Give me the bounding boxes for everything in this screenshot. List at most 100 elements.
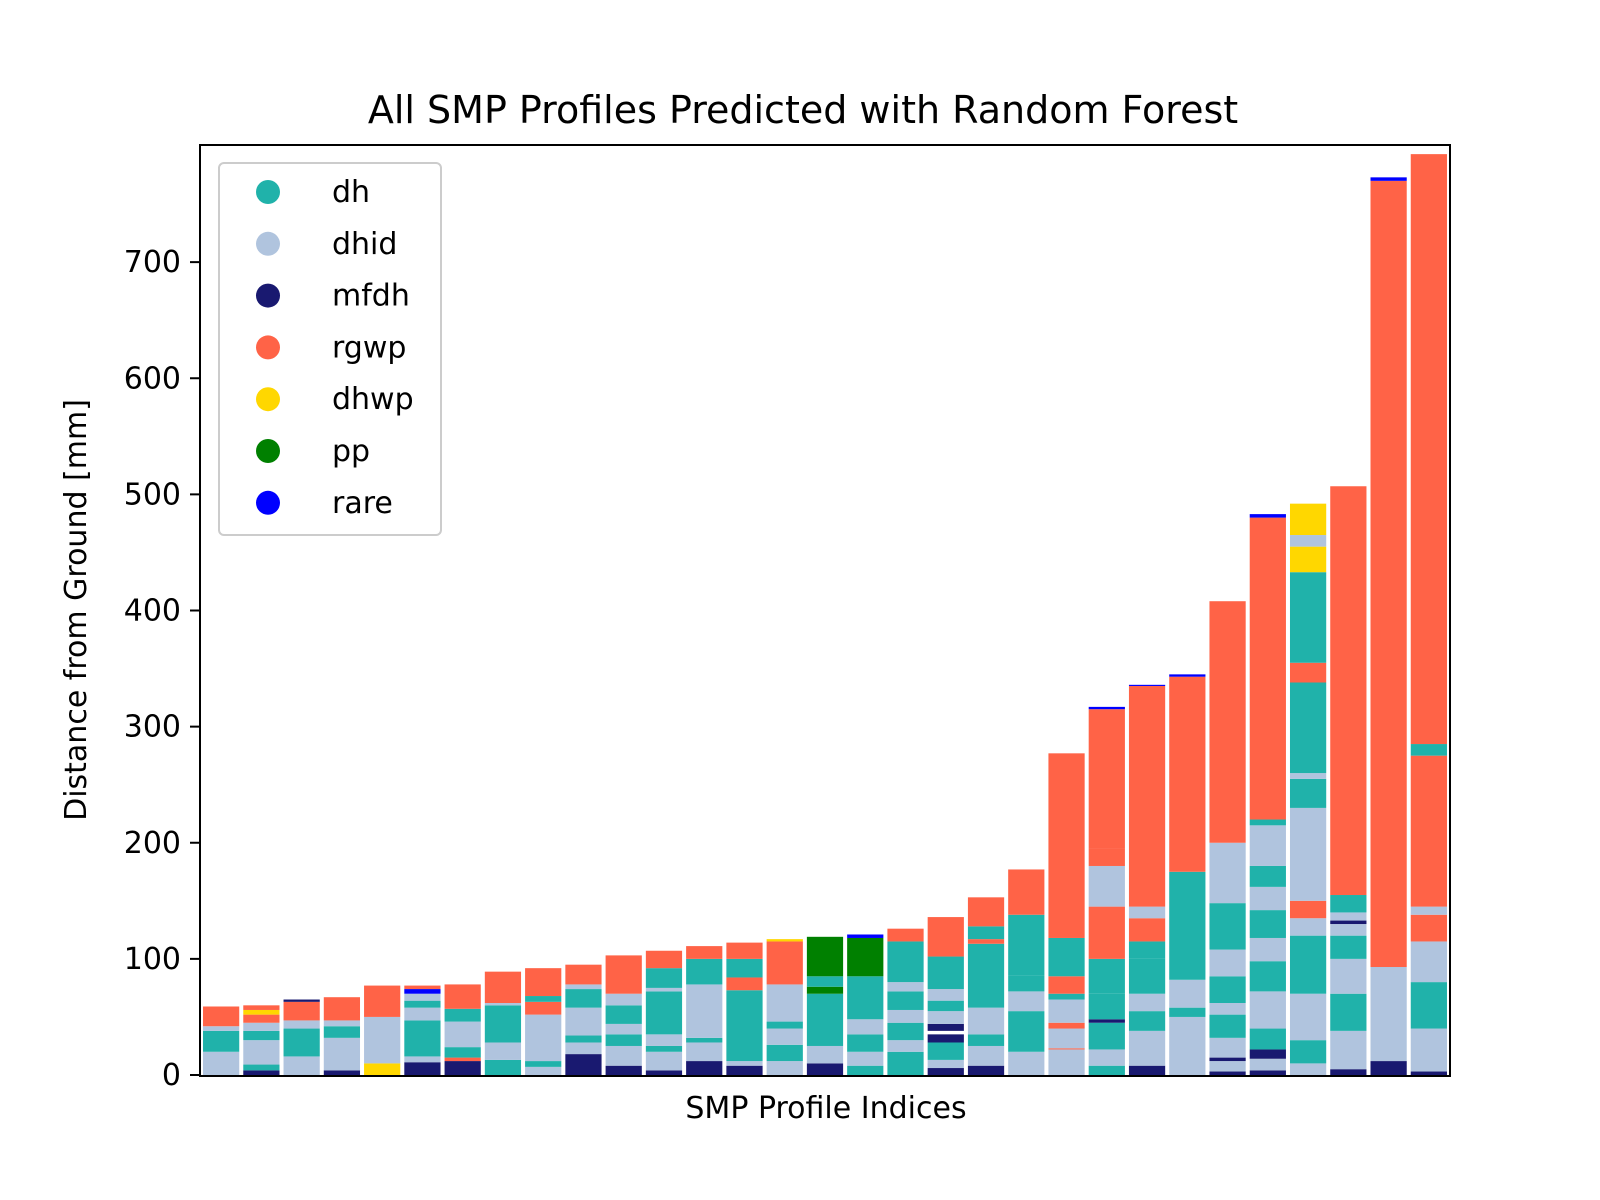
bar-segment-rgwp (525, 1001, 562, 1015)
bar-segment-dh (1088, 993, 1125, 1020)
bar-segment-dh (1249, 910, 1286, 938)
bar-segment-dh (967, 943, 1005, 1008)
bar-segment-dhid (766, 984, 803, 1022)
y-tick-label: 500 (124, 477, 181, 512)
bar-segment-dhid (1088, 865, 1125, 907)
bar-segment-dh (444, 1047, 481, 1058)
bar-segment-rgwp (243, 1005, 280, 1010)
bar-segment-dhid (1249, 937, 1286, 962)
bar-segment-dh (1008, 1011, 1045, 1052)
bar-segment-dhid (1289, 807, 1327, 901)
bar-segment-dhwp (1289, 503, 1327, 536)
bar-segment-dhid (1330, 958, 1367, 994)
bar-segment-dhid (686, 984, 723, 1038)
bar-segment-rgwp (1128, 685, 1166, 907)
bar-segment-rare (404, 989, 441, 994)
bar-segment-rare (1249, 514, 1286, 518)
bar-segment-mfdh (565, 1054, 602, 1075)
bar-segment-dh (283, 1028, 320, 1057)
bar-segment-dhid (605, 1045, 642, 1066)
bar-segment-mfdh (1249, 1070, 1286, 1075)
bar-segment-dh (726, 990, 763, 1062)
bar-segment-rgwp (323, 997, 361, 1021)
profile-bar (364, 985, 401, 1075)
bar-segment-dh (927, 1000, 964, 1012)
legend-marker-rgwp (256, 335, 280, 360)
bar-segment-dhid (203, 1026, 240, 1031)
profile-bar (967, 897, 1005, 1075)
bar-segment-dhid (726, 1061, 763, 1066)
bar-segment-rgwp (686, 946, 723, 959)
bar-segment-dhid (1330, 912, 1367, 921)
bar-segment-dhid (565, 1042, 602, 1055)
bar-segment-dhid (887, 1040, 924, 1052)
bar-segment-dhid (323, 1037, 361, 1071)
bar-segment-dhid (484, 1003, 522, 1006)
bar-segment-dhid (1249, 1058, 1286, 1071)
bar-segment-dhid (806, 1045, 844, 1064)
bar-segment-dhid (927, 1059, 964, 1069)
bar-segment-dh (645, 991, 683, 1035)
profile-bar (1410, 154, 1447, 1075)
bar-segment-dh (1128, 958, 1166, 994)
profile-bar (1008, 869, 1045, 1075)
bar-segment-rgwp (645, 950, 683, 969)
bar-segment-rgwp (1289, 900, 1327, 919)
bar-segment-rgwp (444, 984, 481, 1009)
profile-bar (323, 997, 361, 1075)
bar-segment-dhid (645, 1034, 683, 1046)
bar-segment-dh (1088, 1022, 1125, 1050)
bar-segment-dh (927, 1042, 964, 1060)
bar-segment-dh (243, 1030, 280, 1041)
bar-segment-rgwp (1330, 486, 1367, 896)
bar-segment-dh (766, 1044, 803, 1062)
bar-segment-dhid (766, 1028, 803, 1045)
legend-label-dhwp: dhwp (332, 382, 414, 417)
bar-segment-dhid (1008, 1051, 1045, 1075)
bar-segment-dh (967, 926, 1005, 940)
bar-segment-mfdh (1209, 1071, 1246, 1075)
bar-segment-rgwp (726, 977, 763, 991)
legend-marker-mfdh (256, 283, 280, 308)
bar-segment-dh (1249, 961, 1286, 992)
bar-segment-mfdh (927, 1023, 964, 1031)
bar-segment-dhid (203, 1051, 240, 1075)
profile-bar (766, 939, 803, 1075)
bar-segment-dhid (1008, 991, 1045, 1012)
bar-segment-mfdh (444, 1061, 481, 1075)
bar-segment-dhwp (243, 1009, 280, 1015)
profile-bar (605, 955, 642, 1075)
profile-bar (1169, 674, 1206, 1075)
bar-segment-dh (1330, 895, 1367, 913)
bar-segment-dh (484, 1059, 522, 1075)
profile-bar (1249, 514, 1286, 1075)
bar-segment-dhid (1410, 1028, 1447, 1072)
bar-segment-dhid (645, 987, 683, 992)
profile-bar (1088, 706, 1125, 1075)
bar-segment-rgwp (967, 939, 1005, 944)
bar-segment-mfdh (283, 999, 320, 1002)
profile-bar (283, 999, 320, 1075)
bar-segment-dhid (525, 1014, 562, 1062)
bar-segment-rgwp (404, 985, 441, 990)
bar-segment-dh (404, 1020, 441, 1057)
bar-segment-dh (847, 1065, 884, 1075)
bar-segment-dh (887, 1051, 924, 1075)
legend-label-dh: dh (332, 175, 370, 210)
legend-marker-dhwp (256, 387, 280, 412)
bar-segment-dh (1289, 572, 1327, 663)
legend-label-rgwp: rgwp (332, 330, 406, 365)
bar-segment-dh (645, 1045, 683, 1052)
bar-segment-dhid (404, 1007, 441, 1021)
bar-segment-rare (1128, 684, 1166, 686)
bar-segment-dh (1048, 993, 1085, 1000)
bar-segment-rgwp (605, 955, 642, 994)
plot-frame (199, 144, 1451, 1077)
bar-segment-dh (525, 1061, 562, 1067)
bar-segment-rgwp (1370, 180, 1407, 968)
bar-segment-rgwp (364, 985, 401, 1017)
bar-segment-dh (1289, 1040, 1327, 1064)
profile-bar (203, 1006, 240, 1075)
bar-segment-rgwp (1128, 918, 1166, 942)
legend-marker-pp (256, 439, 280, 463)
